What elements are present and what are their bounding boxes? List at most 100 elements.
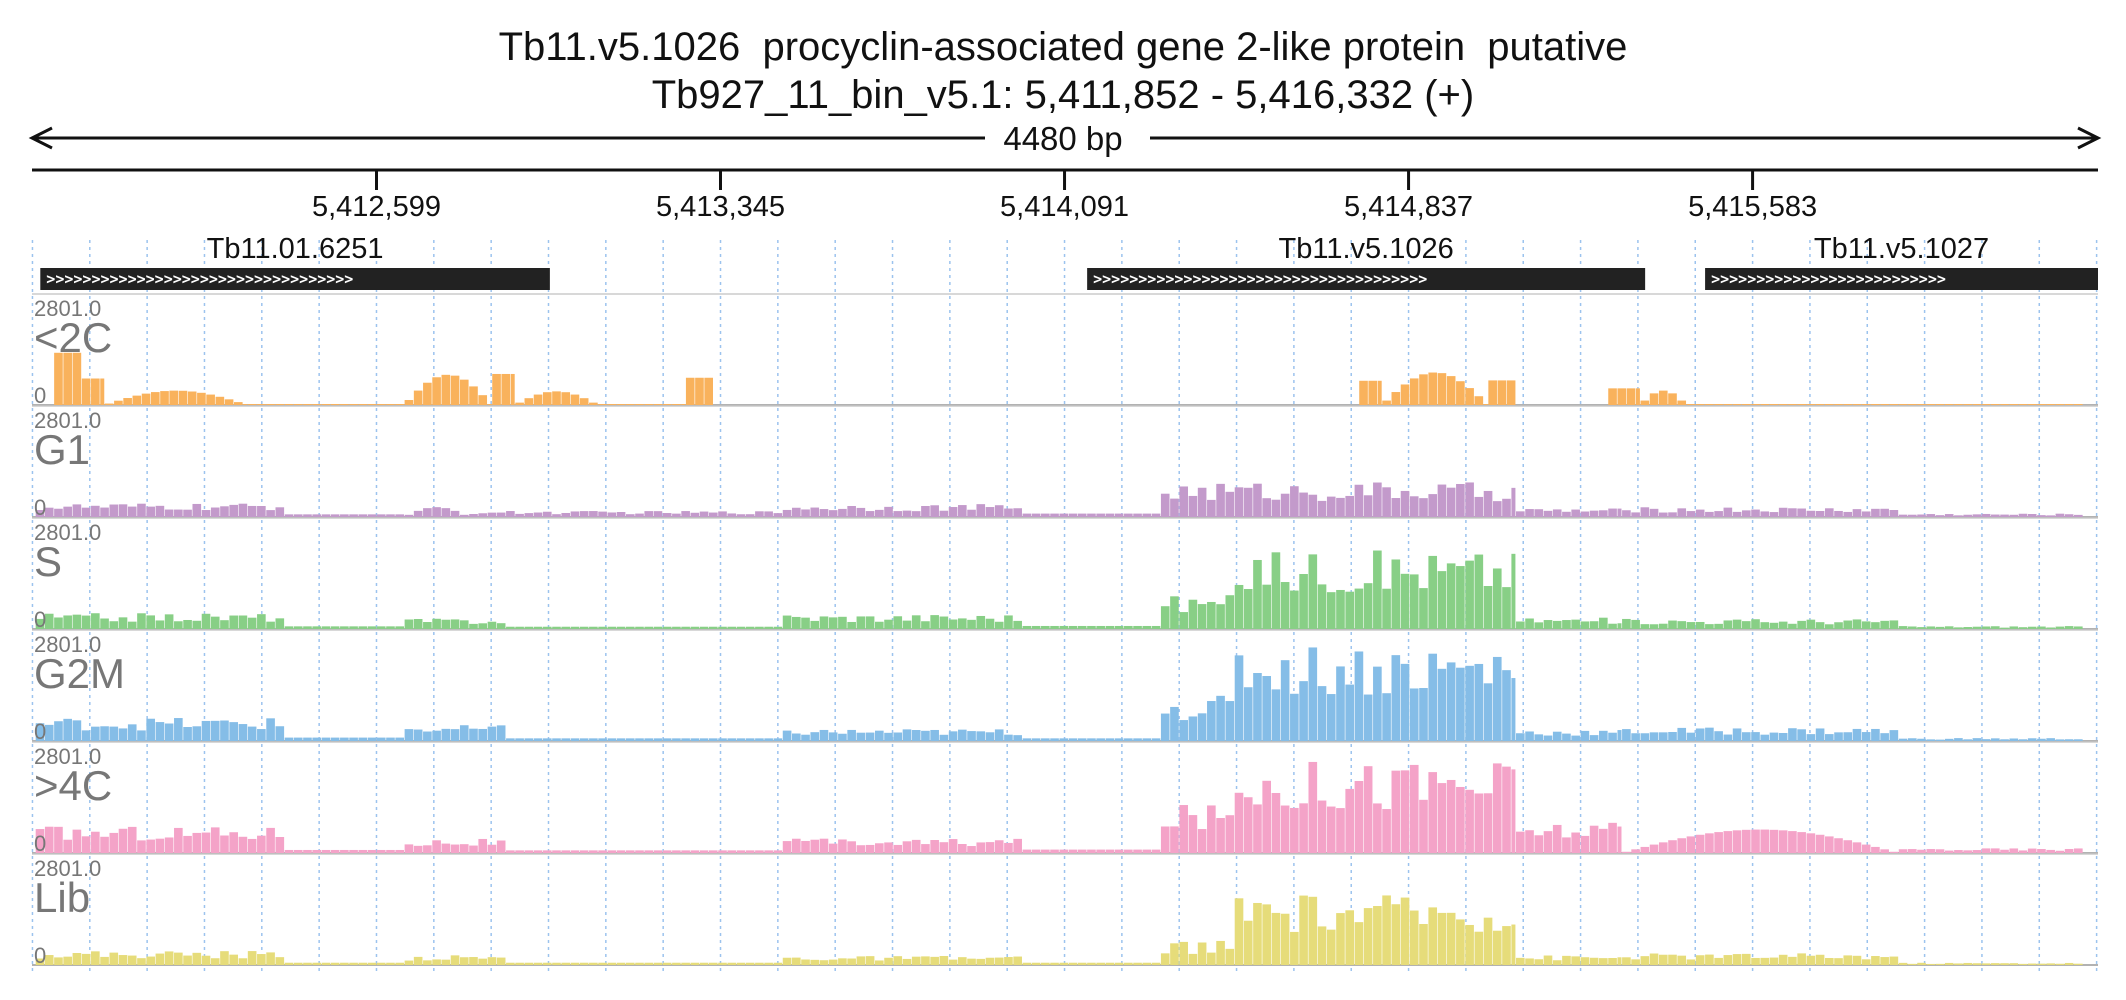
track-3-bar-10-13 <box>2018 739 2028 741</box>
track-2-bar-7-3 <box>1262 584 1271 629</box>
track-3-bar-4-13 <box>902 729 912 741</box>
span-label: 4480 bp <box>1003 120 1122 157</box>
track-0-bar-10-9 <box>1465 388 1474 405</box>
track-4-bar-3-22 <box>708 850 718 853</box>
track-1-bar-6-11 <box>1262 498 1271 517</box>
track-5-bar-9-17 <box>1778 954 1788 965</box>
track-1-bar-3-8 <box>542 511 552 517</box>
track-0-bar-9-0 <box>1359 380 1368 405</box>
track-4-bar-7-5 <box>1280 805 1290 853</box>
track-2-bar-3-26 <box>745 626 755 629</box>
track-5-bar-10-3 <box>1926 963 1936 965</box>
track-2-bar-0-11 <box>137 613 146 629</box>
track-1-bar-0-1 <box>44 507 54 517</box>
track-1-bar-4-18 <box>948 507 958 517</box>
track-5-bar-9-27 <box>1871 956 1880 965</box>
track-1-bar-9-15 <box>2037 515 2046 517</box>
track-5-bar-5-13 <box>1142 962 1152 965</box>
track-1-bar-0-23 <box>247 505 257 517</box>
track-max-label-4: 2801.0 <box>34 744 101 769</box>
track-2-bar-3-27 <box>755 626 764 629</box>
track-2-bar-9-17 <box>1778 621 1788 629</box>
track-1-bar-8-14 <box>1751 509 1760 517</box>
track-3-bar-8-11 <box>1617 730 1622 741</box>
track-5-bar-7-26 <box>1474 931 1484 965</box>
track-2-bar-9-7 <box>1686 622 1696 629</box>
track-3-bar-6-6 <box>1216 695 1225 741</box>
track-4-bar-0-8 <box>109 832 119 853</box>
track-3-bar-3-18 <box>672 738 681 741</box>
track-4-bar-7-16 <box>1382 809 1391 853</box>
track-3-bar-4-15 <box>921 730 930 741</box>
track-3-bar-3-4 <box>542 738 552 741</box>
track-1-bar-3-26 <box>708 512 718 517</box>
track-4-bar-6-6 <box>1216 818 1225 853</box>
track-5-bar-5-10 <box>1114 962 1124 965</box>
track-1-bar-8-28 <box>1880 508 1889 517</box>
track-5-bar-5-9 <box>1105 962 1115 965</box>
track-5-bar-3-19 <box>681 962 690 965</box>
track-4-bar-4-1 <box>791 838 801 853</box>
track-3-bar-2-1 <box>413 729 423 741</box>
track-3-bar-10-7 <box>1963 739 1972 741</box>
track-5-bar-1-5 <box>330 962 340 965</box>
track-1-bar-6-38 <box>1511 487 1516 517</box>
track-2-bar-10-15 <box>2037 626 2046 629</box>
track-5-bar-9-18 <box>1788 956 1797 965</box>
track-2-bar-8-6 <box>1571 619 1580 629</box>
track-0-bar-14-26 <box>1926 404 1936 405</box>
track-0-bar-6-7 <box>579 398 589 405</box>
track-1-bar-1-2 <box>303 514 312 517</box>
track-2-bar-5-0 <box>1022 625 1032 629</box>
track-5-bar-9-16 <box>1769 957 1779 965</box>
track-3-bar-3-26 <box>745 738 755 741</box>
track-2-bar-10-4 <box>1935 626 1945 629</box>
track-4-bar-4-2 <box>801 840 810 853</box>
track-1-bar-6-15 <box>1299 492 1308 517</box>
track-0-bar-10-2 <box>1400 384 1410 405</box>
track-2-bar-7-1 <box>1243 588 1253 629</box>
track-1-bar-9-6 <box>1954 515 1963 517</box>
track-2-bar-4-11 <box>884 619 893 629</box>
track-4-bar-4-15 <box>921 844 930 853</box>
track-2-bar-5-7 <box>1087 625 1096 629</box>
track-4-bar-3-21 <box>699 850 709 853</box>
track-5-bar-0-20 <box>220 951 229 965</box>
ruler-tick-label-4: 5,415,583 <box>1688 191 1817 223</box>
track-1-bar-3-20 <box>653 511 663 517</box>
track-2-bar-3-14 <box>635 626 644 629</box>
track-2-bar-4-8 <box>856 616 866 629</box>
track-0-bar-14-31 <box>1972 404 1982 405</box>
track-4-bar-9-20 <box>1806 833 1816 853</box>
track-3-bar-4-3 <box>810 732 820 741</box>
track-3-bar-8-5 <box>1562 733 1571 741</box>
track-0-bar-4-0 <box>404 400 414 405</box>
track-3-bar-6-4 <box>1197 713 1207 741</box>
track-0-bar-7-3 <box>625 404 635 405</box>
track-1-bar-8-16 <box>1769 512 1779 517</box>
track-1-bar-0-6 <box>91 505 100 517</box>
track-3-bar-4-4 <box>819 729 829 741</box>
track-3-bar-0-0 <box>35 723 45 741</box>
track-1-bar-8-4 <box>1658 512 1668 517</box>
track-3-bar-10-6 <box>1954 738 1963 741</box>
track-1-bar-6-17 <box>1317 500 1327 517</box>
track-2-bar-10-12 <box>2009 626 2019 629</box>
track-0-bar-14-20 <box>1871 404 1880 405</box>
track-1-bar-1-3 <box>312 514 322 517</box>
track-2-bar-10-10 <box>1991 626 2000 629</box>
track-3-bar-1-6 <box>340 737 349 741</box>
track-0-bar-2-15 <box>243 404 248 405</box>
track-name-0: <2C <box>34 314 112 361</box>
track-3-bar-7-20 <box>1419 688 1428 741</box>
track-1-bar-6-14 <box>1290 486 1299 517</box>
track-3-bar-10-15 <box>2037 738 2046 741</box>
track-0-bar-14-17 <box>1843 404 1853 405</box>
track-4-bar-0-3 <box>63 839 72 853</box>
track-4-bar-3-23 <box>718 850 727 853</box>
track-5-bar-7-14 <box>1363 908 1373 965</box>
track-1-bar-4-16 <box>930 505 939 517</box>
track-5-bar-0-22 <box>238 958 248 965</box>
track-2-bar-5-5 <box>1068 625 1078 629</box>
track-2-bar-3-4 <box>542 626 552 629</box>
